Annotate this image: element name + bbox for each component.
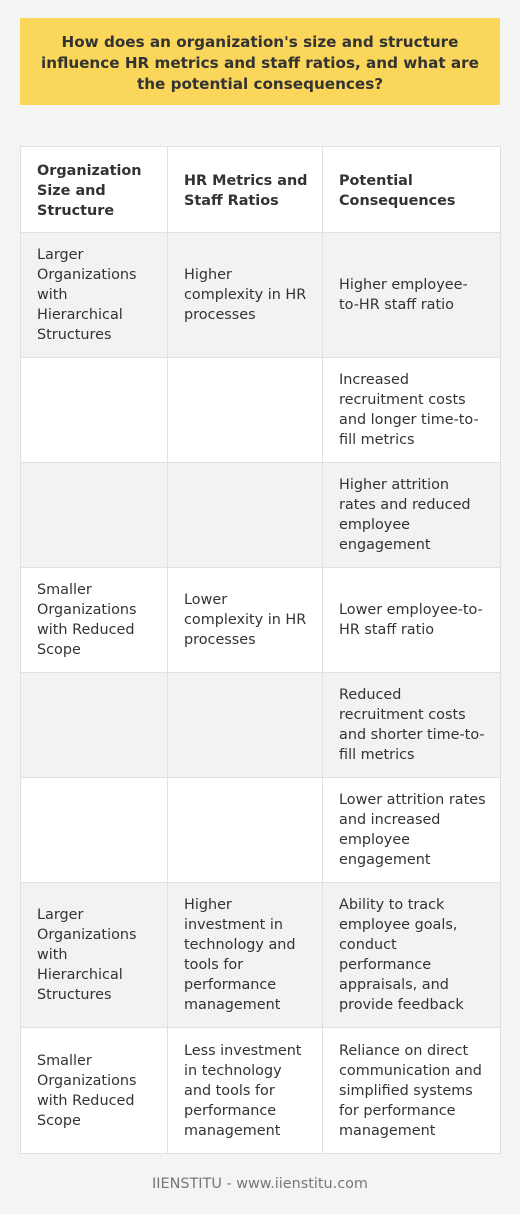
table-cell: Lower complexity in HR processes xyxy=(167,567,323,673)
table-cell: Smaller Organizations with Reduced Scope xyxy=(20,567,168,673)
table-cell: Smaller Organizations with Reduced Scope xyxy=(20,1027,168,1154)
table-row: Smaller Organizations with Reduced Scope… xyxy=(20,567,501,673)
table-row: Lower attrition rates and increased empl… xyxy=(20,777,501,883)
table-row: Larger Organizations with Hierarchical S… xyxy=(20,882,501,1028)
table-cell xyxy=(167,357,323,463)
table-row: Larger Organizations with Hierarchical S… xyxy=(20,232,501,358)
table-cell xyxy=(167,672,323,778)
table-cell xyxy=(167,462,323,568)
table-cell xyxy=(20,357,168,463)
table-cell: Increased recruitment costs and longer t… xyxy=(322,357,501,463)
table-cell: Larger Organizations with Hierarchical S… xyxy=(20,232,168,358)
table-cell: Lower attrition rates and increased empl… xyxy=(322,777,501,883)
table-cell xyxy=(20,777,168,883)
table-cell: Higher investment in technology and tool… xyxy=(167,882,323,1028)
table-cell: Lower employee-to-HR staff ratio xyxy=(322,567,501,673)
table-cell xyxy=(20,672,168,778)
table-cell: Reduced recruitment costs and shorter ti… xyxy=(322,672,501,778)
table-cell: Higher complexity in HR processes xyxy=(167,232,323,358)
table-cell: Larger Organizations with Hierarchical S… xyxy=(20,882,168,1028)
column-header: Potential Consequences xyxy=(322,146,501,233)
page-title: How does an organization's size and stru… xyxy=(20,18,500,105)
table-header-row: Organization Size and Structure HR Metri… xyxy=(20,146,501,233)
table-cell: Higher attrition rates and reduced emplo… xyxy=(322,462,501,568)
table-row: Smaller Organizations with Reduced Scope… xyxy=(20,1027,501,1154)
table-row: Higher attrition rates and reduced emplo… xyxy=(20,462,501,568)
data-table: Organization Size and Structure HR Metri… xyxy=(20,146,501,1154)
table-row: Increased recruitment costs and longer t… xyxy=(20,357,501,463)
table-cell xyxy=(20,462,168,568)
table-cell: Less investment in technology and tools … xyxy=(167,1027,323,1154)
column-header: Organization Size and Structure xyxy=(20,146,168,233)
table-cell: Higher employee-to-HR staff ratio xyxy=(322,232,501,358)
column-header: HR Metrics and Staff Ratios xyxy=(167,146,323,233)
table-row: Reduced recruitment costs and shorter ti… xyxy=(20,672,501,778)
table-cell: Ability to track employee goals, conduct… xyxy=(322,882,501,1028)
table-cell: Reliance on direct communication and sim… xyxy=(322,1027,501,1154)
table-cell xyxy=(167,777,323,883)
footer-credit: IIENSTITU - www.iienstitu.com xyxy=(152,1176,368,1192)
